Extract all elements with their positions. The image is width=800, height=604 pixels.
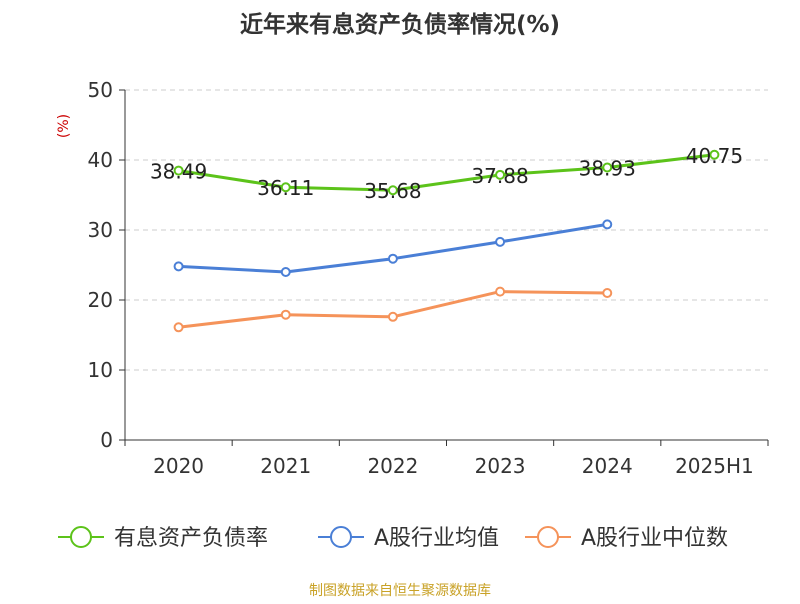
legend-marker bbox=[537, 526, 559, 548]
data-point bbox=[387, 185, 398, 196]
data-label: 38.49 bbox=[150, 160, 207, 184]
data-point bbox=[280, 267, 291, 277]
y-tick-label: 10 bbox=[88, 358, 113, 382]
data-point bbox=[602, 288, 613, 298]
legend-label: A股行业中位数 bbox=[581, 526, 728, 551]
series-line-0 bbox=[178, 153, 715, 192]
data-point bbox=[173, 322, 184, 333]
x-tick-label: 2024 bbox=[582, 454, 633, 478]
data-label: 38.93 bbox=[579, 156, 636, 180]
source-note: 制图数据来自恒生聚源数据库 bbox=[309, 583, 491, 599]
x-tick-label: 2025H1 bbox=[675, 454, 754, 478]
legend-item: A股行业中位数 bbox=[525, 526, 728, 551]
legend-label: 有息资产负债率 bbox=[114, 526, 268, 551]
data-point bbox=[173, 165, 184, 176]
y-tick-label: 30 bbox=[88, 218, 113, 242]
data-point bbox=[280, 309, 291, 320]
data-label: 37.88 bbox=[471, 164, 528, 188]
axes: 0 10 20 30 40 50 2020 2021 2022 2023 2024 2025H1 bbox=[88, 78, 769, 478]
legend-marker bbox=[70, 526, 92, 548]
y-tick-label: 40 bbox=[88, 148, 113, 172]
data-point bbox=[280, 182, 291, 193]
data-point bbox=[709, 149, 720, 160]
x-tick-label: 2020 bbox=[153, 454, 204, 478]
legend-item: A股行业均值 bbox=[318, 526, 499, 551]
data-label: 40.75 bbox=[686, 144, 743, 168]
legend: 有息资产负债率 A股行业均值 A股行业中位数 bbox=[58, 526, 728, 551]
grid-lines bbox=[125, 89, 768, 371]
data-point bbox=[173, 261, 184, 272]
data-point bbox=[602, 219, 613, 230]
y-tick-label: 0 bbox=[100, 428, 113, 452]
y-tick-label: 20 bbox=[88, 288, 113, 312]
x-tick-label: 2022 bbox=[367, 454, 418, 478]
data-point bbox=[387, 311, 398, 322]
data-point bbox=[602, 162, 613, 173]
data-point bbox=[387, 253, 398, 264]
data-point bbox=[495, 286, 506, 297]
chart-title: 近年来有息资产负债率情况(%) bbox=[240, 11, 560, 38]
series-lines bbox=[173, 149, 720, 333]
data-labels: 38.49 36.11 35.68 37.88 38.93 40.75 bbox=[150, 144, 743, 203]
series-line-2 bbox=[178, 290, 608, 329]
y-tick-label: 50 bbox=[88, 78, 113, 102]
data-label: 35.68 bbox=[364, 179, 421, 203]
data-label: 36.11 bbox=[257, 176, 314, 200]
series-line-1 bbox=[178, 222, 608, 274]
data-point bbox=[495, 236, 506, 247]
data-point bbox=[495, 169, 506, 180]
x-tick-label: 2021 bbox=[260, 454, 311, 478]
y-axis-label: (%) bbox=[56, 114, 72, 138]
x-tick-label: 2023 bbox=[475, 454, 526, 478]
legend-item: 有息资产负债率 bbox=[58, 526, 268, 551]
legend-marker bbox=[330, 526, 352, 548]
legend-label: A股行业均值 bbox=[374, 526, 499, 551]
